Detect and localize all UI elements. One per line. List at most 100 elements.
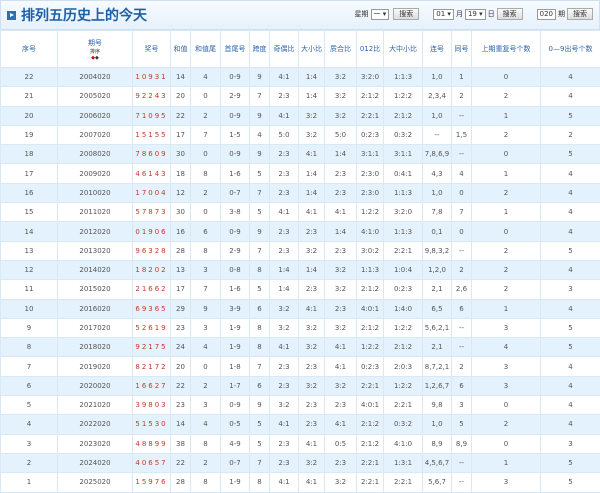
table-cell: 4,3 <box>423 164 452 183</box>
table-cell: 2017020 <box>58 318 133 337</box>
table-cell: 2:3 <box>299 280 325 299</box>
prize-number: 10931 <box>133 68 171 87</box>
table-cell: 2022020 <box>58 415 133 434</box>
table-cell: 5:0 <box>325 125 357 144</box>
column-header: 奇偶比 <box>270 31 299 68</box>
table-cell: 7 <box>250 453 270 472</box>
table-cell: 9 <box>250 68 270 87</box>
table-cell: 2025020 <box>58 473 133 492</box>
table-cell: -- <box>452 473 472 492</box>
column-header: 和值 <box>171 31 191 68</box>
sort-toggle[interactable]: 排序◆◆ <box>58 48 132 61</box>
table-cell: 2 <box>191 453 221 472</box>
table-cell: 2:3 <box>325 241 357 260</box>
table-cell: 3:0:2 <box>357 241 384 260</box>
table-cell: 1 <box>472 164 541 183</box>
table-cell: 0 <box>452 183 472 202</box>
table-cell: 9 <box>250 145 270 164</box>
table-cell: 1:4:0 <box>384 299 423 318</box>
table-cell: 1-9 <box>221 338 250 357</box>
table-cell: 4:1 <box>299 203 325 222</box>
table-cell: 4:1 <box>270 415 299 434</box>
table-cell: 13 <box>171 260 191 279</box>
table-cell: 2009020 <box>58 164 133 183</box>
table-cell: 2 <box>191 183 221 202</box>
table-cell: 3:2 <box>299 376 325 395</box>
table-cell: 5 <box>541 453 600 472</box>
table-cell: 2,6 <box>452 280 472 299</box>
table-cell: 5 <box>250 415 270 434</box>
table-cell: 3:1:1 <box>357 145 384 164</box>
table-cell: 6 <box>250 299 270 318</box>
table-cell: 0-7 <box>221 453 250 472</box>
column-header-label: 012比 <box>360 45 380 53</box>
date-search-button[interactable]: 搜索 <box>497 8 523 20</box>
table-cell: 2:0:3 <box>384 357 423 376</box>
table-cell: 2016020 <box>58 299 133 318</box>
table-cell: 30 <box>171 203 191 222</box>
prize-number: 51530 <box>133 415 171 434</box>
table-cell: 17 <box>171 125 191 144</box>
column-header: 首尾号 <box>221 31 250 68</box>
table-cell: 2 <box>191 106 221 125</box>
table-cell: 0 <box>472 222 541 241</box>
table-cell: 1:4 <box>299 164 325 183</box>
table-cell: 3 <box>452 396 472 415</box>
table-cell: 2:3:0 <box>357 183 384 202</box>
table-cell: 8 <box>1 338 58 357</box>
table-cell: 10 <box>1 299 58 318</box>
issue-search-button[interactable]: 搜索 <box>567 8 593 20</box>
search-controls: 星期 一 ▾ 搜索 01 ▾ 月 19 ▾ 日 搜索 020 期 搜索 <box>355 8 593 20</box>
table-cell: 0:5 <box>325 434 357 453</box>
month-select[interactable]: 01 ▾ <box>433 9 454 20</box>
table-cell: 2 <box>191 376 221 395</box>
table-cell: 8,9 <box>423 434 452 453</box>
table-cell: 3 <box>472 376 541 395</box>
table-cell: 1-6 <box>221 164 250 183</box>
table-cell: 1-7 <box>221 376 250 395</box>
table-cell: -- <box>452 145 472 164</box>
table-cell: 3 <box>191 396 221 415</box>
column-header-label: 期号 <box>88 39 102 47</box>
table-cell: 4,5,6,7 <box>423 453 452 472</box>
table-cell: 4 <box>541 203 600 222</box>
table-cell: 2:2:1 <box>357 376 384 395</box>
table-cell: 5:0 <box>270 125 299 144</box>
table-cell: 0-7 <box>221 183 250 202</box>
table-cell: 8 <box>250 318 270 337</box>
column-header-label: 0—9出号个数 <box>549 45 593 53</box>
table-cell: 4 <box>541 222 600 241</box>
table-cell: 2 <box>541 125 600 144</box>
table-cell: 1 <box>452 68 472 87</box>
day-select[interactable]: 19 ▾ <box>465 9 486 20</box>
table-cell: 8,7,2,1 <box>423 357 452 376</box>
table-cell: 22 <box>171 106 191 125</box>
table-cell: 19 <box>1 125 58 144</box>
table-cell: 3:2 <box>325 68 357 87</box>
table-cell: 1 <box>472 299 541 318</box>
column-header: 0—9出号个数 <box>541 31 600 68</box>
table-cell: 2:3 <box>299 415 325 434</box>
table-cell: 5 <box>452 415 472 434</box>
table-cell: 13 <box>1 241 58 260</box>
table-cell: 2:2:1 <box>384 396 423 415</box>
table-cell: 9 <box>191 299 221 318</box>
table-cell: 1-9 <box>221 318 250 337</box>
table-cell: 4 <box>191 68 221 87</box>
table-cell: 3:2:0 <box>357 68 384 87</box>
column-header[interactable]: 期号排序◆◆ <box>58 31 133 68</box>
weekday-select[interactable]: 一 ▾ <box>371 9 390 20</box>
weekday-search-button[interactable]: 搜索 <box>393 8 419 20</box>
table-cell: 28 <box>171 241 191 260</box>
table-cell: 5,6,7 <box>423 473 452 492</box>
table-cell: 2 <box>472 183 541 202</box>
table-cell: -- <box>452 338 472 357</box>
prize-number: 57873 <box>133 203 171 222</box>
table-cell: 2015020 <box>58 280 133 299</box>
issue-input[interactable]: 020 <box>537 9 556 20</box>
table-cell: 3:2 <box>325 318 357 337</box>
